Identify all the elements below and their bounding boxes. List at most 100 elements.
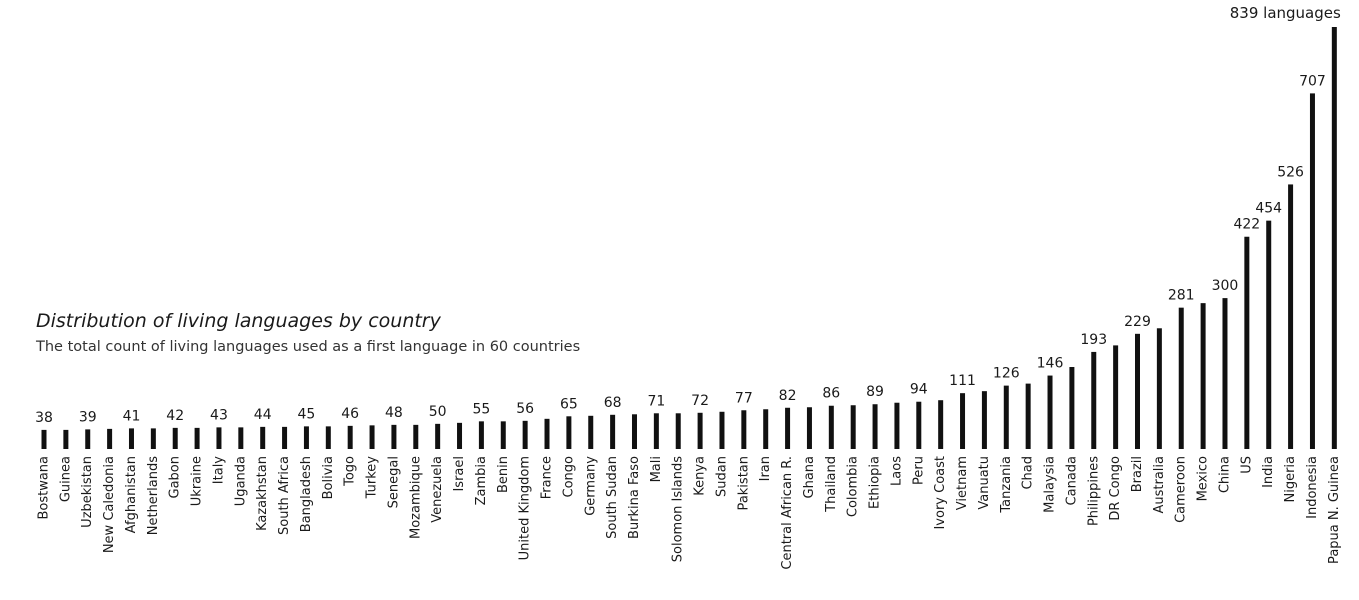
bars-group: [41, 27, 1337, 449]
category-label: Philippines: [1086, 456, 1101, 526]
category-label: Togo: [343, 456, 358, 487]
category-label: Bangladesh: [299, 456, 314, 532]
bar-philippines: [1091, 351, 1097, 449]
value-label: 56: [516, 401, 534, 417]
value-label: 55: [472, 401, 490, 417]
category-label: Venezuela: [430, 456, 445, 523]
value-label: 82: [779, 388, 797, 404]
bar-germany: [588, 415, 594, 449]
category-label: Italy: [211, 456, 226, 485]
bar-bostwana: [41, 429, 47, 449]
chart-subtitle: The total count of living languages used…: [36, 339, 581, 355]
category-label: Solomon Islands: [671, 456, 686, 562]
value-label: 45: [298, 406, 316, 422]
category-label: Uzbekistan: [80, 456, 95, 528]
bar-burkina-faso: [631, 414, 637, 449]
bar-colombia: [850, 405, 856, 449]
bar-afghanistan: [128, 428, 134, 449]
bar-israel: [457, 422, 463, 449]
bar-chad: [1025, 383, 1031, 449]
bar-guinea: [63, 429, 69, 449]
bar-benin: [500, 421, 506, 449]
bar-netherlands: [150, 428, 156, 449]
category-label: Malaysia: [1043, 456, 1058, 513]
bar-zambia: [478, 421, 484, 449]
category-labels-group: Bostwana Guinea Uzbekistan New Caledonia Afg…: [37, 456, 1342, 570]
bar-venezuela: [435, 423, 441, 449]
category-label: India: [1261, 456, 1276, 488]
bar-mozambique: [413, 424, 419, 449]
value-label: 46: [341, 406, 359, 422]
bar-togo: [347, 425, 353, 449]
bar-cameroon: [1178, 307, 1184, 449]
category-label: South Sudan: [605, 456, 620, 539]
category-label: Mexico: [1196, 456, 1211, 501]
category-label: China: [1217, 456, 1232, 493]
bar-dr-congo: [1113, 345, 1119, 449]
bar-pakistan: [741, 410, 747, 449]
bar-us: [1244, 236, 1250, 449]
category-label: Peru: [911, 456, 926, 485]
bar-iran: [763, 409, 769, 449]
category-label: Thailand: [824, 456, 839, 513]
bar-vanuatu: [981, 391, 987, 449]
bar-italy: [216, 427, 222, 449]
category-label: Uganda: [233, 456, 248, 506]
bar-turkey: [369, 425, 375, 449]
bar-central-african-r: [785, 407, 791, 449]
category-label: Afghanistan: [124, 456, 139, 533]
bar-india: [1266, 220, 1272, 449]
bar-vietnam: [960, 393, 966, 449]
bar-south-africa: [282, 426, 288, 449]
bar-senegal: [391, 424, 397, 449]
category-label: Kazakhstan: [255, 456, 270, 531]
value-label: 43: [210, 407, 228, 423]
bar-malaysia: [1047, 375, 1053, 449]
category-label: Germany: [583, 456, 598, 516]
category-label: United Kingdom: [518, 456, 533, 560]
value-label: 422: [1233, 217, 1260, 233]
bar-new-caledonia: [107, 428, 113, 449]
category-label: Bostwana: [37, 456, 52, 520]
category-label: Australia: [1152, 456, 1167, 514]
category-label: Turkey: [365, 456, 380, 500]
category-label: Nigeria: [1283, 456, 1298, 503]
category-label: Netherlands: [146, 456, 161, 535]
category-label: Mozambique: [408, 456, 423, 539]
category-label: Ethiopia: [868, 456, 883, 509]
bar-gabon: [172, 427, 178, 449]
category-label: Benin: [496, 456, 511, 493]
bar-congo: [566, 416, 572, 449]
category-label: Cameroon: [1174, 456, 1189, 523]
value-label: 65: [560, 396, 578, 412]
bar-ukraine: [194, 427, 200, 449]
bar-kenya: [697, 412, 703, 449]
value-label: 89: [866, 384, 884, 400]
bar-mexico: [1200, 303, 1206, 449]
category-label: Canada: [1064, 456, 1079, 505]
bar-indonesia: [1309, 93, 1315, 449]
category-label: Congo: [561, 456, 576, 498]
bar-solomon-islands: [675, 413, 681, 449]
bar-brazil: [1135, 333, 1140, 449]
bar-tanzania: [1003, 385, 1009, 449]
bar-nigeria: [1288, 184, 1294, 449]
bar-ethiopia: [872, 404, 878, 449]
bar-papua-n-guinea: [1331, 27, 1337, 449]
value-label: 48: [385, 405, 403, 421]
category-label: New Caledonia: [102, 456, 117, 553]
bar-canada: [1069, 367, 1075, 449]
category-label: Israel: [452, 456, 467, 492]
category-label: France: [540, 456, 555, 499]
category-label: Brazil: [1130, 456, 1145, 492]
value-label: 146: [1037, 356, 1064, 372]
category-label: Kenya: [693, 456, 708, 496]
category-label: Burkina Faso: [627, 456, 642, 539]
category-label: Indonesia: [1305, 456, 1320, 519]
value-label: 193: [1080, 332, 1107, 348]
category-label: South Africa: [277, 456, 292, 535]
value-label: 111: [949, 373, 976, 389]
value-label: 707: [1299, 73, 1326, 89]
bar-laos: [894, 402, 900, 449]
